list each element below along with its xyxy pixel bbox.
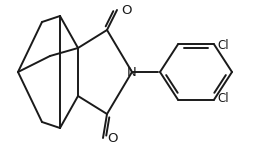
Text: O: O (107, 131, 117, 145)
Text: O: O (121, 3, 132, 17)
Text: Cl: Cl (217, 92, 229, 105)
Text: N: N (127, 66, 137, 78)
Text: Cl: Cl (217, 39, 229, 52)
